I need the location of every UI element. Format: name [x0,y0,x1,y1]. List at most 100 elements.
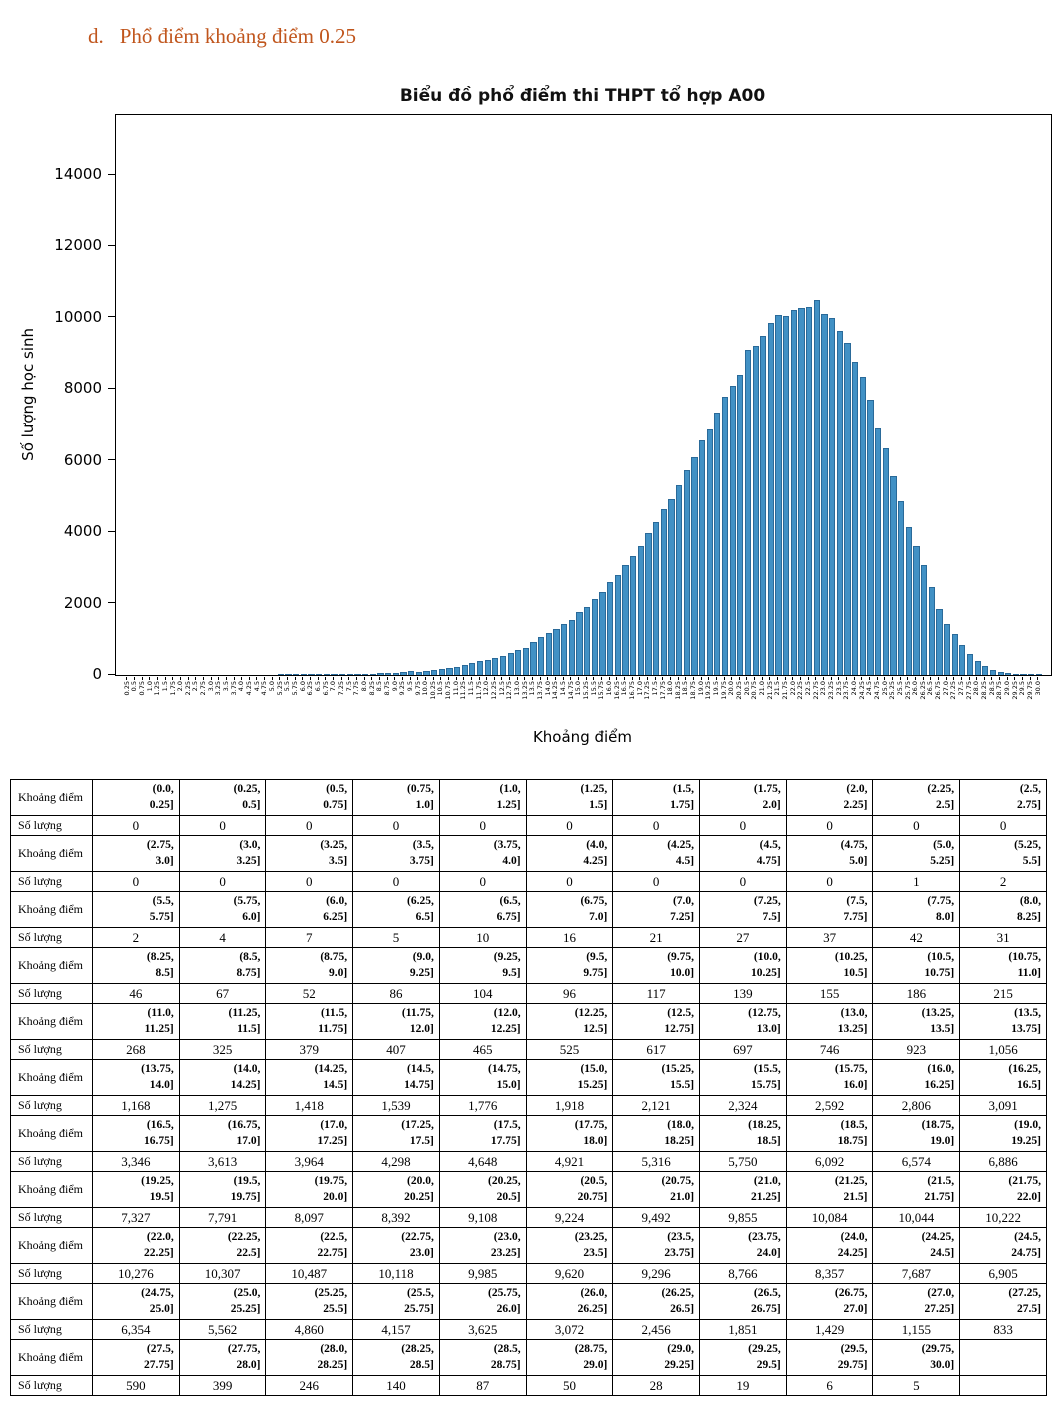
interval-cell: (19.75, 20.0] [265,1171,354,1209]
count-cell: 0 [178,871,267,893]
y-tick-label: 4000 [63,522,102,541]
interval-cell: (20.0, 20.25] [352,1171,440,1209]
bar-slot [170,115,178,675]
count-cell: 7,687 [872,1263,961,1285]
y-tick-label: 14000 [54,165,102,183]
x-tick-mark [601,677,603,680]
x-tick-slot: 24.75 [873,677,881,717]
count-cell: 4,157 [352,1319,440,1341]
row-label-interval: Khoảng điểm [10,1115,93,1153]
x-tick-slot: 27.25 [949,677,958,717]
bar [714,413,721,675]
count-cell: 4,921 [525,1151,614,1173]
bar [369,673,376,675]
interval-cell: (22.5, 22.75] [265,1227,354,1265]
bar-slot [637,115,645,675]
bar [943,623,951,675]
count-cell: 2,456 [612,1319,701,1341]
bar-slot [139,115,147,675]
bar [316,674,323,675]
count-cell: 1,056 [959,1039,1047,1061]
interval-row: Khoảng điểm (16.5, 16.75] (16.75, 17.0] (17… [10,1115,1047,1153]
x-tick-mark [761,677,763,680]
interval-cell: (29.0, 29.25] [612,1339,701,1377]
bar-slot [430,115,438,675]
bar-slot [836,115,844,675]
x-tick-slot: 23.5 [835,677,843,717]
x-tick-mark [562,677,564,680]
interval-cell: (15.0, 15.25] [525,1059,614,1097]
x-tick-mark [539,677,541,680]
count-cell: 0 [265,871,354,893]
interval-cell: (7.0, 7.25] [612,891,701,929]
interval-cell: (9.5, 9.75] [525,947,614,985]
x-tick-mark [486,677,488,680]
x-tick-mark [463,677,465,680]
x-tick-label: 6.25 [306,681,315,696]
count-row: Số lượng 6,354 5,562 4,860 4,157 3,625 3,072 2,… [10,1319,1047,1341]
bar-slot [813,115,821,675]
x-tick-mark [700,677,702,680]
x-tick-mark [348,677,350,680]
bar-slot [668,115,676,675]
x-tick-slot: 11.5 [467,677,476,717]
bar-slot [606,115,614,675]
x-tick-mark [179,677,181,680]
bar-slot [285,115,293,675]
count-cell: 117 [612,983,701,1005]
x-tick-mark [1029,677,1031,680]
bar-slot [721,115,729,675]
x-tick-mark [669,677,671,680]
bar [882,448,889,675]
bar-slot [959,115,967,675]
bar-slot [354,115,362,675]
bar-slot [859,115,867,675]
row-label-count: Số lượng [10,1263,93,1285]
bar [744,349,752,675]
x-tick-label: 4.25 [245,681,254,696]
x-tick-mark [1014,677,1016,680]
x-tick-mark [555,677,557,680]
interval-cell: (12.0, 12.25] [438,1003,527,1041]
x-tick-slot: 7.5 [345,677,353,717]
bar-slot [300,115,308,675]
interval-row: Khoảng điểm (22.0, 22.25] (22.25, 22.5] (22… [10,1227,1047,1265]
x-tick-slot: 1.5 [161,677,169,717]
interval-cell: (19.0, 19.25] [959,1115,1047,1153]
y-tick-label: 8000 [63,379,102,398]
x-tick-slot: 3.75 [230,677,238,717]
count-cell: 5,750 [699,1151,787,1173]
interval-cell: (11.25, 11.5] [178,1003,267,1041]
bars [124,115,1043,675]
bar [392,673,399,675]
x-tick-mark [394,677,396,680]
count-cell: 0 [612,871,701,893]
count-cell: 268 [92,1039,180,1061]
count-cell: 10,118 [352,1263,440,1285]
x-tick-slot: 22.5 [804,677,812,717]
count-cell: 379 [265,1039,354,1061]
count-cell: 833 [959,1319,1047,1341]
x-tick-slot: 2.75 [199,677,208,717]
interval-cell: (13.25, 13.5] [872,1003,961,1041]
count-cell: 0 [959,815,1047,837]
interval-row: Khoảng điểm (13.75, 14.0] (14.0, 14.25] (14… [10,1059,1047,1097]
x-tick-mark [141,677,143,680]
row-label-count: Số lượng [10,1207,93,1229]
row-label-count: Số lượng [10,1319,93,1341]
x-tick-mark [264,677,266,680]
interval-cell: (29.5, 29.75] [785,1339,874,1377]
x-tick-slot: 17.5 [651,677,659,717]
x-tick-mark [792,677,794,680]
bar [622,564,629,675]
bar [806,306,813,675]
interval-cell: (4.75, 5.0] [785,835,874,873]
interval-cell: (27.0, 27.25] [872,1283,961,1321]
interval-row: Khoảng điểm (24.75, 25.0] (25.0, 25.25] (25… [10,1283,1047,1321]
interval-cell: (23.5, 23.75] [612,1227,701,1265]
bar [989,670,997,675]
bar-slot [514,115,522,675]
y-tick-mark [108,173,115,175]
bar-slot [576,115,584,675]
row-label-interval: Khoảng điểm [10,947,93,985]
